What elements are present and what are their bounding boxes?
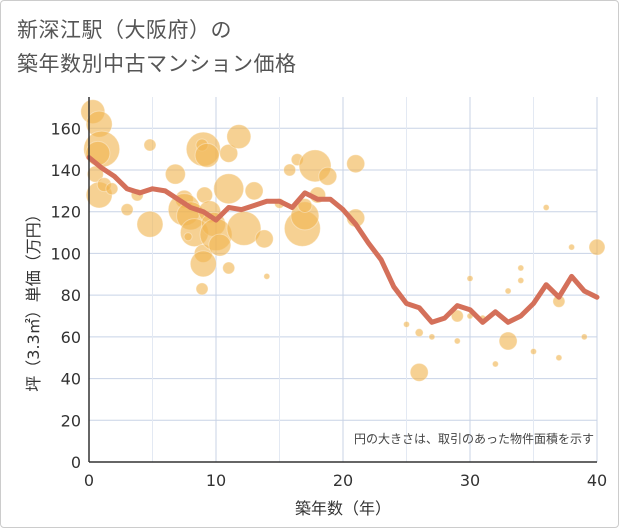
data-bubble xyxy=(263,272,271,280)
data-bubble xyxy=(409,362,429,382)
data-bubble xyxy=(568,243,576,251)
x-axis-label: 築年数（年） xyxy=(295,499,391,518)
y-axis-label: 坪（3.3㎡）単価（万円） xyxy=(24,206,43,391)
data-bubble xyxy=(222,261,236,275)
data-bubble xyxy=(588,238,606,256)
x-tick-label: 30 xyxy=(460,471,480,490)
x-tick-label: 0 xyxy=(84,471,94,490)
data-bubble xyxy=(195,282,209,296)
y-tick-label: 40 xyxy=(61,370,81,389)
data-bubble xyxy=(244,181,264,201)
y-tick-label: 140 xyxy=(50,161,81,180)
axes xyxy=(88,97,597,463)
data-bubble xyxy=(403,320,410,328)
data-bubble xyxy=(297,197,313,213)
data-bubble xyxy=(346,154,366,174)
data-bubble xyxy=(164,163,186,185)
data-bubble xyxy=(86,165,104,183)
data-bubble xyxy=(136,210,164,238)
data-bubble xyxy=(517,277,525,285)
y-tick-label: 120 xyxy=(50,203,81,222)
title-line-2: 築年数別中古マンション価格 xyxy=(17,52,297,76)
data-bubble xyxy=(183,232,193,242)
data-bubble xyxy=(555,354,563,362)
data-bubble xyxy=(208,233,232,257)
x-tick-labels: 0 10 20 30 40 xyxy=(84,471,607,490)
data-bubble xyxy=(428,333,436,341)
data-bubble xyxy=(580,333,588,341)
data-bubble xyxy=(213,173,245,205)
bubble-size-note: 円の大きさは、取引のあった物件面積を示す xyxy=(354,431,594,446)
chart-title: 新深江駅（大阪府）の 築年数別中古マンション価格 xyxy=(17,13,297,81)
data-bubble xyxy=(414,328,424,338)
x-tick-label: 10 xyxy=(206,471,226,490)
data-bubble xyxy=(530,347,537,355)
data-bubble xyxy=(450,309,464,323)
data-bubble xyxy=(491,360,499,368)
data-bubble xyxy=(120,203,134,217)
y-tick-label: 100 xyxy=(50,244,81,263)
y-tick-label: 0 xyxy=(71,453,81,472)
data-bubble xyxy=(318,166,338,186)
data-bubble xyxy=(517,264,525,272)
data-bubble xyxy=(254,229,274,249)
bubble-series xyxy=(80,99,606,382)
data-bubble xyxy=(189,250,217,278)
average-price-line xyxy=(86,155,600,325)
x-tick-label: 20 xyxy=(333,471,353,490)
data-bubble xyxy=(105,182,119,196)
y-tick-label: 20 xyxy=(61,411,81,430)
data-bubble xyxy=(283,163,297,177)
data-bubble xyxy=(504,287,512,295)
data-bubble xyxy=(498,331,518,351)
y-tick-labels: 0 20 40 60 80 100 120 140 160 xyxy=(50,119,81,472)
data-bubble xyxy=(453,337,461,345)
x-tick-label: 40 xyxy=(587,471,607,490)
y-tick-label: 80 xyxy=(61,286,81,305)
title-line-1: 新深江駅（大阪府）の xyxy=(17,18,232,42)
data-bubble xyxy=(226,124,252,150)
y-tick-label: 60 xyxy=(61,328,81,347)
data-bubble xyxy=(194,142,220,168)
y-tick-label: 160 xyxy=(50,119,81,138)
data-bubble xyxy=(466,274,474,282)
data-bubble xyxy=(143,138,157,152)
data-bubble xyxy=(219,143,239,163)
data-bubble xyxy=(542,204,550,212)
